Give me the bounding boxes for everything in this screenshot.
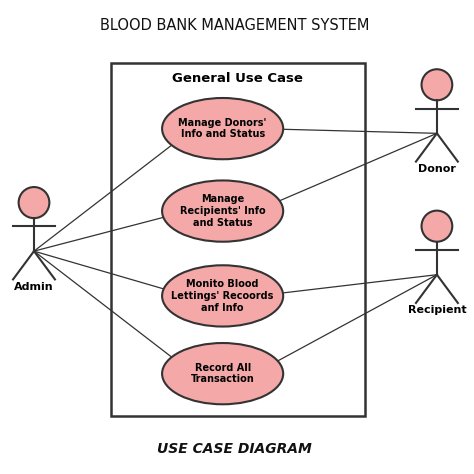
Circle shape — [421, 69, 452, 100]
Text: Record All
Transaction: Record All Transaction — [191, 363, 255, 384]
Ellipse shape — [162, 98, 283, 159]
Text: USE CASE DIAGRAM: USE CASE DIAGRAM — [157, 442, 312, 456]
Ellipse shape — [162, 265, 283, 327]
Circle shape — [421, 210, 452, 242]
Text: Donor: Donor — [418, 164, 456, 174]
Text: Admin: Admin — [14, 282, 54, 292]
Text: Recipient: Recipient — [408, 305, 466, 315]
Text: Manage Donors'
Info and Status: Manage Donors' Info and Status — [178, 118, 267, 139]
Circle shape — [18, 187, 49, 218]
Text: General Use Case: General Use Case — [173, 72, 303, 85]
Ellipse shape — [162, 181, 283, 242]
Ellipse shape — [162, 343, 283, 404]
FancyBboxPatch shape — [111, 63, 365, 416]
Text: Manage
Recipients' Info
and Status: Manage Recipients' Info and Status — [180, 194, 265, 228]
Text: BLOOD BANK MANAGEMENT SYSTEM: BLOOD BANK MANAGEMENT SYSTEM — [100, 18, 369, 33]
Text: Monito Blood
Lettings' Recoords
anf Info: Monito Blood Lettings' Recoords anf Info — [172, 279, 274, 312]
